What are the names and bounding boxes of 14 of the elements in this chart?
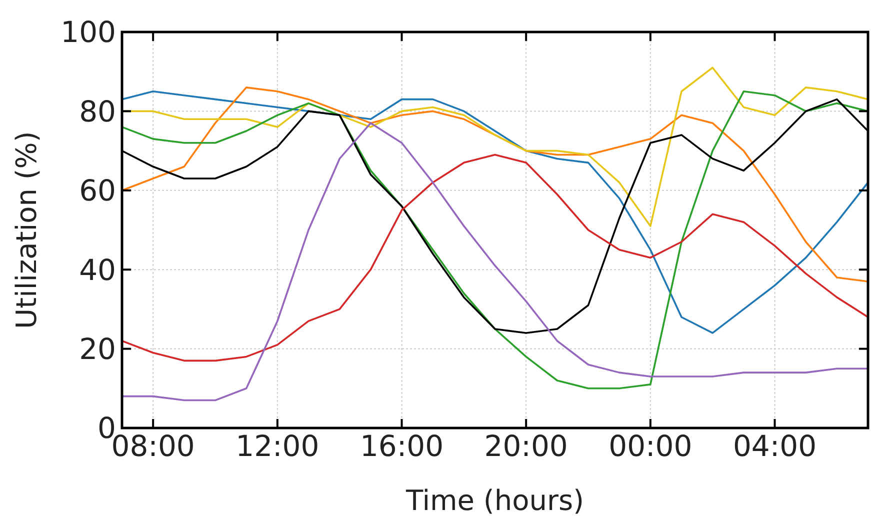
y-tick-label: 20 [79,332,116,366]
x-tick-label: 16:00 [360,429,444,463]
x-tick-label: 12:00 [236,429,320,463]
x-tick-label: 04:00 [732,429,817,463]
y-axis-title: Utilization (%) [10,131,43,329]
x-tick-label: 20:00 [484,429,568,463]
y-tick-label: 60 [79,174,116,208]
y-tick-label: 40 [79,252,116,287]
line-series [122,86,868,282]
x-axis-title: Time (hours) [405,484,584,516]
line-series [122,154,868,362]
y-tick-label: 80 [79,94,116,128]
x-tick-label: 00:00 [608,429,692,463]
y-tick-label: 100 [60,15,116,50]
